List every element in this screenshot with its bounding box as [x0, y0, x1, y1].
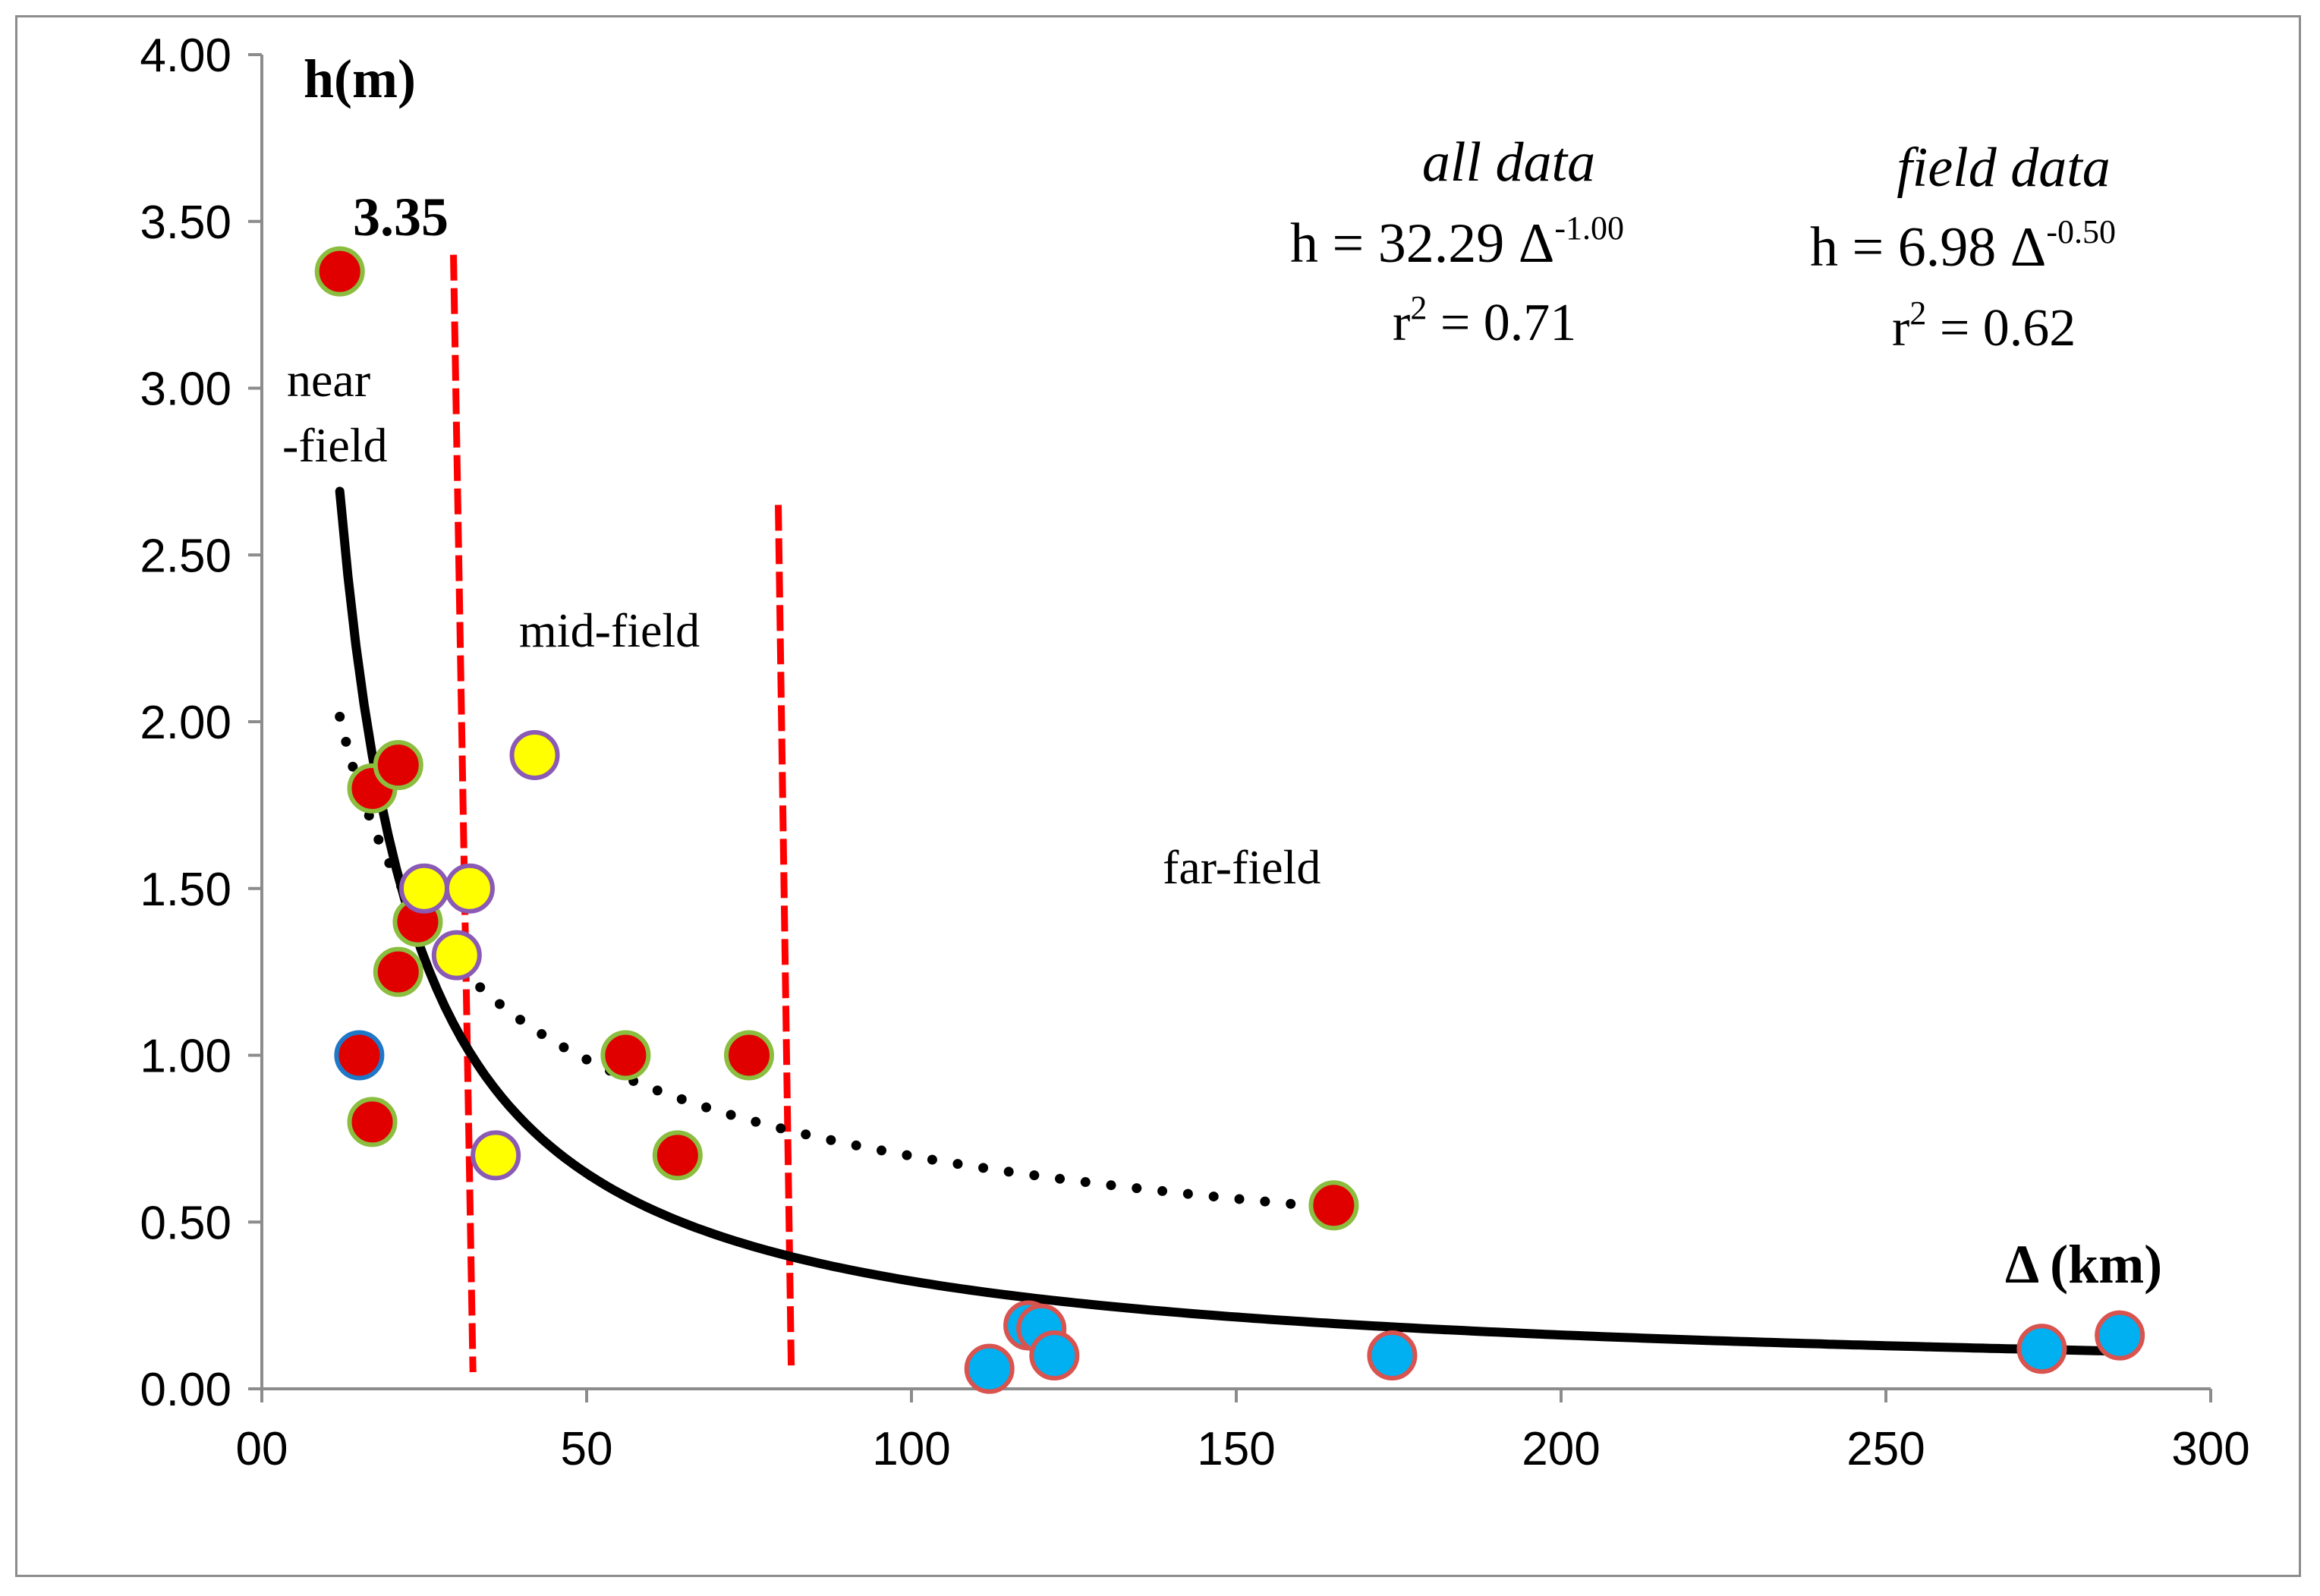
x-tick-label: 200	[1522, 1423, 1600, 1475]
all-data-equation-exponent: -1.00	[1554, 209, 1624, 247]
all-data-fit-curve	[335, 486, 2125, 1356]
field-boundaries	[450, 254, 795, 1373]
mid-field-label: mid-field	[519, 603, 700, 657]
data-point	[314, 246, 365, 297]
data-point	[334, 1030, 385, 1081]
data-point	[373, 946, 423, 997]
fit-curves	[335, 486, 2125, 1356]
x-tick-label: 100	[872, 1423, 950, 1475]
y-tick-label: 4.00	[140, 30, 231, 82]
data-point	[600, 1030, 651, 1081]
data-point	[2016, 1324, 2067, 1374]
y-tick-label: 3.50	[140, 197, 231, 249]
all-data-r2-superscript: 2	[1410, 289, 1427, 326]
y-tick-label: 3.00	[140, 364, 231, 416]
field-boundary-line-2	[775, 505, 795, 1369]
field-boundary-line-1	[450, 254, 477, 1373]
y-tick-label: 1.50	[140, 864, 231, 916]
near-field-label-line2: -field	[282, 418, 388, 472]
y-tick-label: 2.00	[140, 697, 231, 749]
axis-ticks: 0.00 0.50 1.00 1.50 2.00 2.50 3.00 3.50 4.00 00 50…	[140, 30, 2249, 1475]
near-field-label-line1: near	[287, 353, 370, 407]
all-data-r2: r2 = 0.71	[1393, 289, 1576, 352]
field-data-equation-base: h = 6.98 Δ	[1810, 216, 2046, 279]
data-point	[399, 863, 449, 914]
field-data-equation-exponent: -0.50	[2046, 213, 2116, 250]
x-tick-label: 00	[236, 1423, 288, 1475]
data-point	[471, 1130, 521, 1181]
y-tick-label: 0.50	[140, 1197, 231, 1249]
y-tick-label: 0.00	[140, 1364, 231, 1416]
data-point	[1029, 1330, 1080, 1381]
field-data-r2: r2 = 0.62	[1892, 294, 2076, 357]
x-axis-title: Δ (km)	[2005, 1234, 2162, 1295]
data-point	[509, 729, 560, 780]
data-point	[373, 740, 423, 791]
x-tick-label: 50	[561, 1423, 613, 1475]
x-tick-label: 300	[2171, 1423, 2249, 1475]
data-point	[444, 863, 495, 914]
far-field-label: far-field	[1163, 840, 1321, 894]
all-data-r2-value: = 0.71	[1427, 294, 1576, 352]
field-data-r2-value: = 0.62	[1926, 299, 2076, 357]
y-axis-title: h(m)	[304, 49, 416, 109]
field-data-title: field data	[1897, 137, 2111, 199]
data-points	[314, 246, 2145, 1394]
all-data-equation: h = 32.29 Δ-1.00	[1290, 209, 1624, 275]
chart-frame	[15, 15, 2301, 1577]
all-data-equation-base: h = 32.29 Δ	[1290, 212, 1554, 275]
x-tick-label: 150	[1197, 1423, 1275, 1475]
data-point	[1308, 1180, 1359, 1231]
y-tick-label: 1.00	[140, 1031, 231, 1083]
max-value-label: 3.35	[353, 187, 449, 247]
data-point	[431, 930, 482, 981]
chart-annotations: h(m) Δ (km) 3.35 near -field mid-field f…	[282, 49, 2162, 1295]
data-point	[652, 1130, 703, 1181]
field-data-r2-prefix: r	[1892, 299, 1909, 357]
data-point	[724, 1030, 774, 1081]
data-point	[1367, 1330, 1418, 1381]
x-tick-label: 250	[1846, 1423, 1925, 1475]
field-data-equation: h = 6.98 Δ-0.50	[1810, 213, 2116, 279]
data-point	[347, 1097, 398, 1147]
data-point	[964, 1343, 1015, 1394]
all-data-title: all data	[1422, 131, 1595, 194]
y-tick-label: 2.50	[140, 530, 231, 582]
field-data-r2-superscript: 2	[1909, 294, 1926, 332]
data-point	[2095, 1310, 2145, 1361]
field-data-fit-curve	[335, 711, 1320, 1211]
all-data-r2-prefix: r	[1393, 294, 1410, 352]
